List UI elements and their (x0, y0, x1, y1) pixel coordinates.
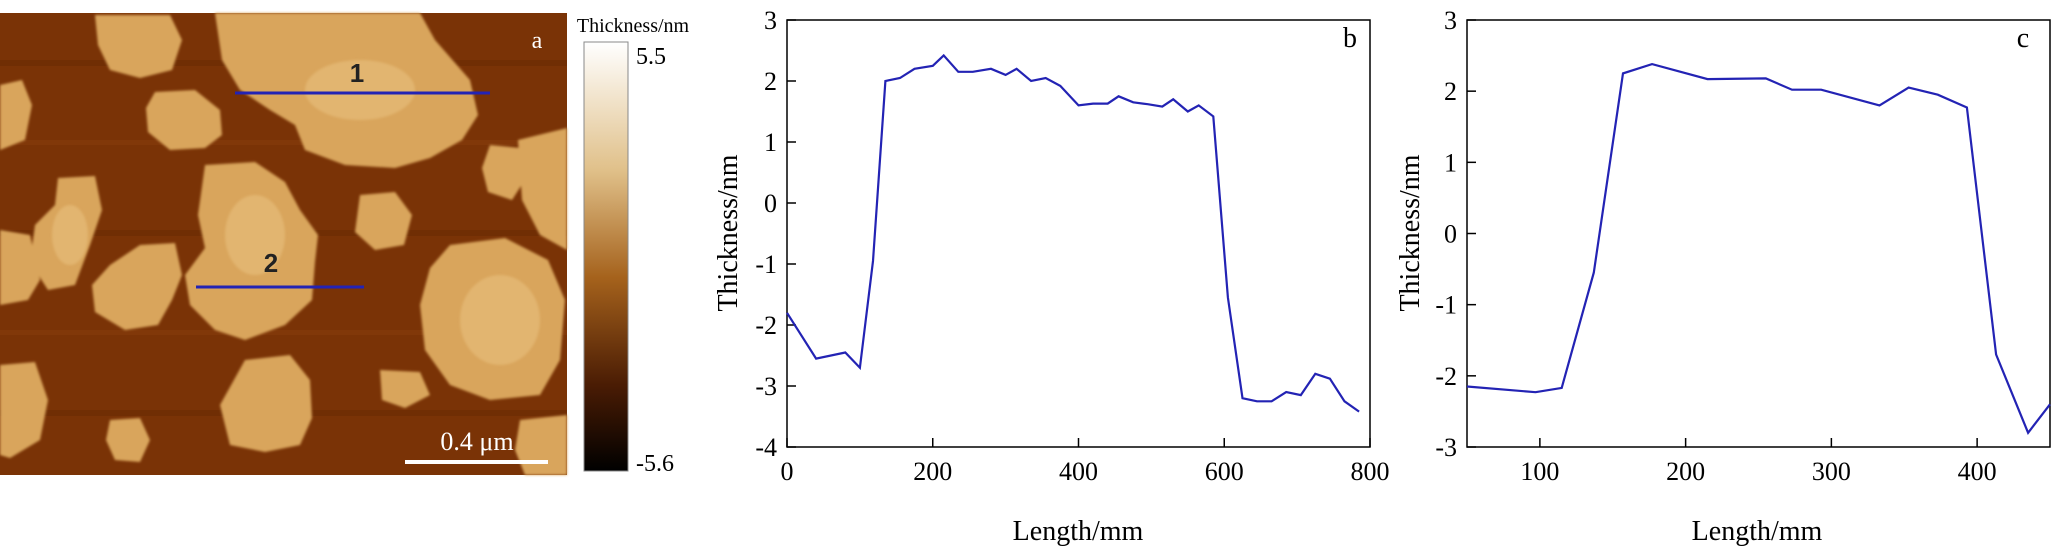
colorbar-max-label: 5.5 (636, 44, 666, 70)
flake (518, 128, 567, 250)
x-tick-label: 200 (913, 457, 952, 486)
x-tick-label: 400 (1059, 457, 1098, 486)
colorbar: Thickness/nm 5.5 -5.6 (577, 15, 690, 477)
flake (0, 80, 32, 150)
x-axis-label: Length/mm (1013, 516, 1144, 547)
scale-bar-label: 0.4 μm (440, 427, 513, 456)
flake (146, 90, 222, 150)
profile-line-1-label: 1 (350, 58, 364, 88)
profile-line-2-label: 2 (264, 248, 278, 278)
y-tick-label: 1 (1444, 148, 1457, 177)
y-tick-label: -3 (1435, 433, 1457, 462)
y-tick-label: -2 (755, 311, 777, 340)
y-tick-label: 0 (1444, 220, 1457, 249)
flake (95, 15, 182, 78)
x-tick-label: 600 (1205, 457, 1244, 486)
flake (106, 418, 150, 462)
flake (355, 192, 412, 250)
panel-letter: b (1343, 23, 1357, 54)
y-axis-label: Thickness/nm (713, 154, 744, 311)
profile-chart-b: 0 200 400 600 800 -4 -3 -2 -1 0 1 2 3 b Length/mm Th… (713, 6, 1390, 547)
flake (92, 243, 182, 330)
y-tick-label: -2 (1435, 362, 1457, 391)
y-tick-label: 2 (764, 67, 777, 96)
x-tick-label: 800 (1351, 457, 1390, 486)
colorbar-title: Thickness/nm (577, 15, 690, 37)
y-tick-label: -4 (755, 433, 777, 462)
y-tick-label: 3 (764, 6, 777, 35)
y-axis-label: Thickness/nm (1395, 154, 1426, 311)
tick-group: 0 200 400 600 800 -4 -3 -2 -1 0 1 2 3 (755, 6, 1389, 486)
y-tick-label: 1 (764, 128, 777, 157)
series-line (1466, 62, 2051, 435)
panel-letter: c (2017, 23, 2029, 54)
x-tick-label: 400 (1958, 457, 1997, 486)
y-tick-label: -1 (1435, 291, 1457, 320)
flake (515, 415, 567, 475)
afm-flake-highlights (52, 60, 540, 365)
afm-panel: 1 2 a 0.4 μm (0, 13, 567, 475)
x-tick-label: 200 (1666, 457, 1705, 486)
flake (380, 370, 430, 408)
x-tick-label: 0 (781, 457, 794, 486)
colorbar-gradient (583, 41, 629, 472)
plot-frame (1466, 19, 2051, 448)
y-tick-label: 3 (1444, 6, 1457, 35)
x-axis-label: Length/mm (1692, 516, 1823, 547)
flake (220, 355, 312, 452)
colorbar-min-label: -5.6 (636, 451, 674, 477)
profile-chart-c: 100 200 300 400 -3 -2 -1 0 1 2 3 c Length/mm Thick… (1395, 6, 2051, 547)
flake (0, 230, 40, 305)
tick-group: 100 200 300 400 -3 -2 -1 0 1 2 3 (1435, 6, 1996, 486)
y-tick-label: 2 (1444, 77, 1457, 106)
x-tick-label: 300 (1812, 457, 1851, 486)
x-tick-label: 100 (1520, 457, 1559, 486)
flake (0, 362, 48, 458)
series-line (786, 53, 1360, 413)
flake (482, 145, 528, 200)
y-tick-label: 0 (764, 189, 777, 218)
y-tick-label: -3 (755, 372, 777, 401)
y-tick-label: -1 (755, 250, 777, 279)
panel-a-letter: a (532, 28, 543, 54)
